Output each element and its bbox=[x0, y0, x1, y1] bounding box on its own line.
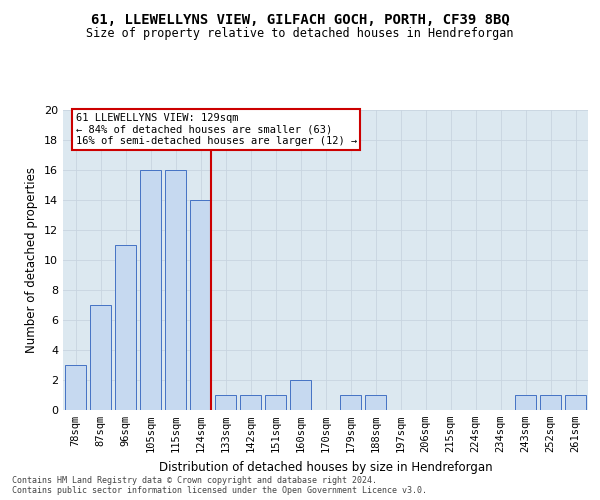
Bar bbox=[240, 395, 261, 410]
Bar bbox=[65, 365, 86, 410]
Bar bbox=[115, 245, 136, 410]
Bar bbox=[165, 170, 186, 410]
Bar bbox=[515, 395, 536, 410]
Bar bbox=[215, 395, 236, 410]
Y-axis label: Number of detached properties: Number of detached properties bbox=[25, 167, 38, 353]
X-axis label: Distribution of detached houses by size in Hendreforgan: Distribution of detached houses by size … bbox=[158, 460, 493, 473]
Text: Size of property relative to detached houses in Hendreforgan: Size of property relative to detached ho… bbox=[86, 28, 514, 40]
Bar bbox=[290, 380, 311, 410]
Bar bbox=[265, 395, 286, 410]
Bar bbox=[190, 200, 211, 410]
Text: 61, LLEWELLYNS VIEW, GILFACH GOCH, PORTH, CF39 8BQ: 61, LLEWELLYNS VIEW, GILFACH GOCH, PORTH… bbox=[91, 12, 509, 26]
Text: Contains HM Land Registry data © Crown copyright and database right 2024.
Contai: Contains HM Land Registry data © Crown c… bbox=[12, 476, 427, 495]
Bar bbox=[365, 395, 386, 410]
Bar bbox=[565, 395, 586, 410]
Bar bbox=[340, 395, 361, 410]
Bar bbox=[90, 305, 111, 410]
Text: 61 LLEWELLYNS VIEW: 129sqm
← 84% of detached houses are smaller (63)
16% of semi: 61 LLEWELLYNS VIEW: 129sqm ← 84% of deta… bbox=[76, 113, 357, 146]
Bar bbox=[540, 395, 561, 410]
Bar bbox=[140, 170, 161, 410]
